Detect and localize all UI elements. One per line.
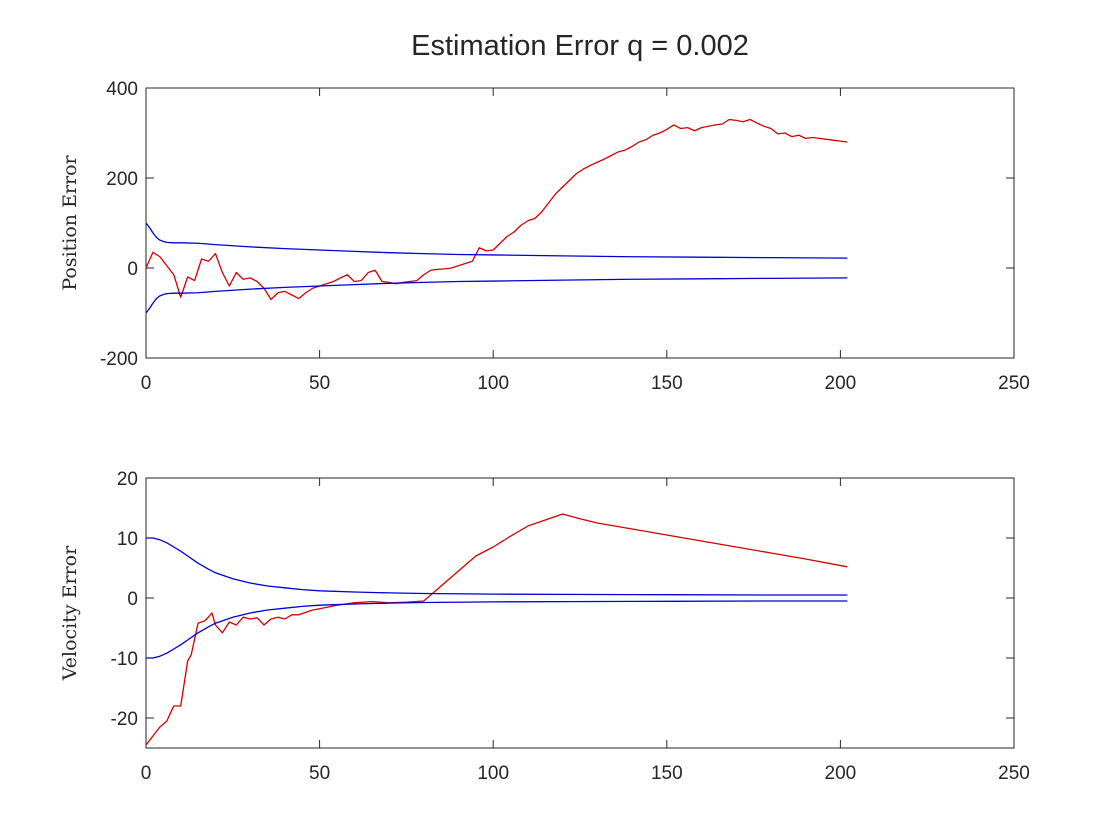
position-y-tick-label: 0 — [127, 259, 138, 280]
velocity-x-tick-label: 250 — [998, 763, 1030, 784]
velocity-error-line — [145, 513, 848, 746]
velocity-y-tick-label: 20 — [117, 469, 138, 490]
position-x-tick-label: 150 — [651, 373, 683, 394]
position-y-tick-label: 400 — [106, 79, 138, 100]
velocity-y-axis-label: Velocity Error — [59, 545, 81, 681]
velocity-y-tick-label: -20 — [111, 709, 138, 730]
velocity-error-axes: 0 50 100 150 200 250 -20 -10 0 10 20 Velocity Error — [59, 469, 1030, 784]
position-x-tick-label: 250 — [998, 373, 1030, 394]
position-x-tick-label: 50 — [309, 373, 330, 394]
figure-title: Estimation Error q = 0.002 — [411, 30, 749, 62]
velocity-y-tick-label: 10 — [117, 529, 138, 550]
velocity-plot-area — [145, 477, 1015, 749]
position-y-tick-label: 200 — [106, 169, 138, 190]
velocity-lower-bound-line — [146, 600, 848, 659]
velocity-x-tick-label: 100 — [477, 763, 509, 784]
velocity-x-tick-label: 0 — [141, 763, 152, 784]
velocity-upper-bound-line — [146, 537, 848, 596]
velocity-x-tick-label: 50 — [309, 763, 330, 784]
velocity-y-tick-label: -10 — [111, 649, 138, 670]
position-x-tick-label: 200 — [825, 373, 857, 394]
position-y-tick-label: -200 — [100, 349, 138, 370]
position-plot-area — [145, 87, 1015, 359]
velocity-x-tick-label: 150 — [651, 763, 683, 784]
velocity-x-tick-label: 200 — [825, 763, 857, 784]
position-x-tick-label: 100 — [477, 373, 509, 394]
position-x-tick-label: 0 — [141, 373, 152, 394]
velocity-y-tick-label: 0 — [127, 589, 138, 610]
position-error-line — [145, 118, 848, 301]
position-upper-bound-line — [145, 222, 848, 259]
position-y-axis-label: Position Error — [59, 154, 81, 290]
position-lower-bound-line — [145, 277, 848, 314]
